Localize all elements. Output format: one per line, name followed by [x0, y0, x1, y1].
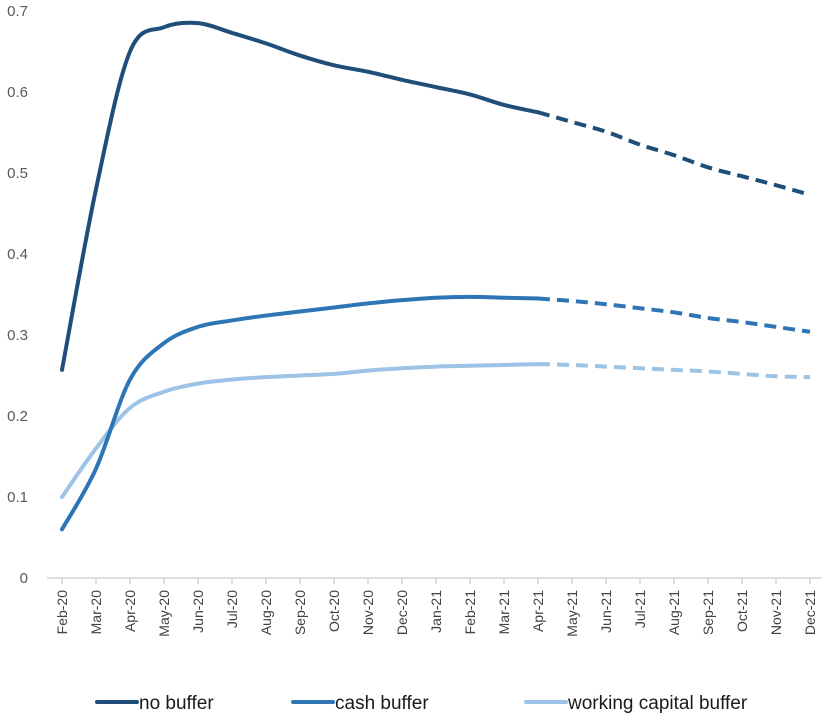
y-tick-label: 0.6	[7, 84, 28, 101]
y-tick-label: 0.5	[7, 165, 28, 182]
x-tick-label: Jul-21	[632, 590, 648, 628]
legend-label-no-buffer: no buffer	[139, 693, 214, 714]
series-forecast-line-no-buffer	[537, 110, 811, 197]
y-tick-label: 0.3	[7, 327, 28, 344]
x-tick-label: Oct-20	[326, 590, 342, 632]
x-axis: Feb-20 Mar-20 Apr-20 May-20 Jun-20 Jul-20 Aug-…	[47, 577, 822, 637]
x-tick-label: Feb-21	[462, 590, 478, 635]
legend-label-working-capital-buffer: working capital buffer	[567, 693, 748, 714]
x-tick-label: Jun-20	[190, 590, 206, 633]
y-tick-label: 0.4	[7, 246, 28, 263]
y-tick-label: 0	[20, 570, 28, 587]
x-tick-label: Jul-20	[224, 590, 240, 628]
legend: no buffer cash buffer working capital buff…	[95, 693, 748, 714]
x-tick-label: May-21	[564, 590, 580, 637]
y-axis: 0 0.1 0.2 0.3 0.4 0.5 0.6 0.7	[7, 3, 28, 587]
x-tick-label: Sep-20	[292, 590, 308, 635]
series-line-working-capital-buffer	[60, 362, 540, 499]
x-tick-label: Feb-20	[54, 590, 70, 635]
x-tick-label: Dec-20	[394, 590, 410, 635]
x-tick-label: Nov-21	[768, 590, 784, 635]
x-tick-label: May-20	[156, 590, 172, 637]
x-tick-label: Nov-20	[360, 590, 376, 635]
series-forecast-line-working-capital-buffer	[537, 362, 811, 380]
x-tick-label: Jan-21	[428, 590, 444, 633]
y-tick-label: 0.7	[7, 3, 28, 20]
y-tick-label: 0.1	[7, 489, 28, 506]
x-tick-label: Aug-20	[258, 590, 274, 635]
x-tick-label: Apr-20	[122, 590, 138, 632]
y-tick-label: 0.2	[7, 408, 28, 425]
x-tick-label: Dec-21	[802, 590, 818, 635]
x-tick-label: Sep-21	[700, 590, 716, 635]
series-layer	[60, 20, 811, 532]
legend-label-cash-buffer: cash buffer	[335, 693, 429, 714]
x-tick-label: Apr-21	[530, 590, 546, 632]
x-tick-label: Mar-21	[496, 590, 512, 635]
series-line-no-buffer	[60, 20, 540, 372]
x-tick-label: Aug-21	[666, 590, 682, 635]
series-line-cash-buffer	[60, 294, 540, 532]
x-tick-label: Jun-21	[598, 590, 614, 633]
x-tick-label: Oct-21	[734, 590, 750, 632]
x-tick-label: Mar-20	[88, 590, 104, 635]
series-forecast-line-cash-buffer	[537, 296, 811, 334]
